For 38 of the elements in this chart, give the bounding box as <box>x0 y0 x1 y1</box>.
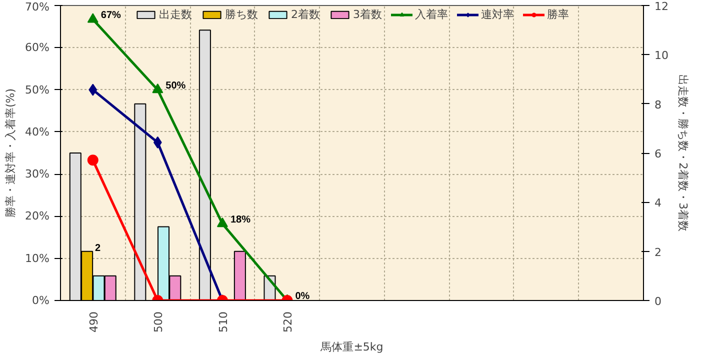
x-tick-label: 520 <box>282 311 295 332</box>
y2-axis-title: 出走数・勝ち数・2着数・3着数 <box>676 74 690 232</box>
y-tick-label: 50% <box>25 83 50 96</box>
y-tick-label: 10% <box>25 252 50 265</box>
y-tick-label: 70% <box>25 0 50 14</box>
y-tick-label: 20% <box>25 210 50 223</box>
data-label: 18% <box>230 214 251 226</box>
y-tick-label: 30% <box>25 168 50 181</box>
y-tick-label: 40% <box>25 125 50 138</box>
legend-label: 出走数 <box>159 7 192 22</box>
y-tick-label: 60% <box>25 41 50 54</box>
data-label: 50% <box>166 80 186 92</box>
y2-tick-label: 8 <box>654 98 662 112</box>
legend-label: 連対率 <box>481 7 514 22</box>
x-axis-title: 馬体重±5kg <box>320 340 384 354</box>
y2-tick-label: 12 <box>654 0 668 13</box>
y2-tick-label: 2 <box>654 246 662 259</box>
y2-tick-label: 6 <box>654 148 662 160</box>
legend-label: 勝率 <box>547 7 569 22</box>
x-tick-label: 490 <box>87 311 100 332</box>
legend-label: 入着率 <box>415 7 448 22</box>
data-label: 2 <box>95 242 102 254</box>
y-axis-title: 勝率・連対率・入着率(%) <box>4 88 18 218</box>
legend-label: 2着数 <box>291 7 320 22</box>
x-tick-label: 500 <box>152 311 166 332</box>
point <box>87 154 98 166</box>
y2-tick-label: 10 <box>654 49 668 62</box>
data-label: 0% <box>295 291 310 302</box>
data-label: 67% <box>100 10 122 21</box>
point <box>88 84 98 96</box>
point <box>152 84 164 94</box>
y2-tick-label: 4 <box>654 196 662 210</box>
y-tick-label: 0% <box>32 294 50 307</box>
point <box>216 218 228 228</box>
legend-label: 3着数 <box>353 7 382 22</box>
y2-tick-label: 0 <box>654 295 662 308</box>
x-tick-label: 510 <box>216 311 230 332</box>
legend-label: 勝ち数 <box>225 7 258 22</box>
